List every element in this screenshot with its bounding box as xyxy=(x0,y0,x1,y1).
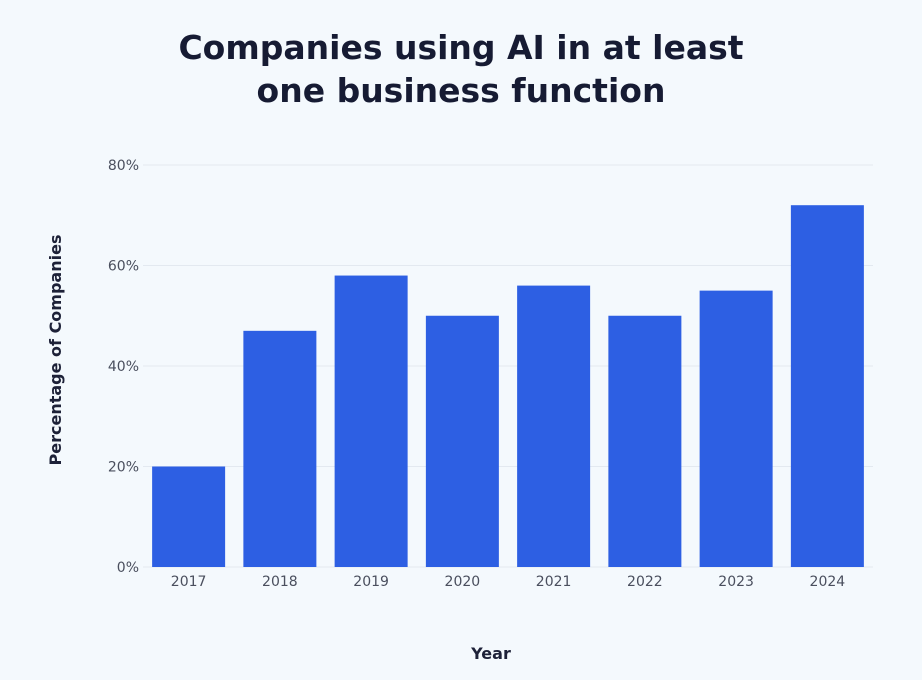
bar-2017 xyxy=(152,466,226,567)
x-tick-label: 2018 xyxy=(262,574,298,590)
x-tick-label: 2021 xyxy=(536,574,572,590)
x-axis-title: Year xyxy=(470,644,511,663)
bar-2021 xyxy=(517,285,591,567)
bars xyxy=(152,205,864,567)
y-tick-label: 20% xyxy=(108,460,139,476)
y-axis-ticks: 0% 20% 40% 60% 80% xyxy=(108,158,139,576)
bar-2020 xyxy=(425,315,499,567)
x-tick-label: 2017 xyxy=(171,574,207,590)
x-tick-label: 2024 xyxy=(810,574,846,590)
y-tick-label: 40% xyxy=(108,359,139,375)
y-tick-label: 80% xyxy=(108,158,139,174)
chart-title-line-2: one business function xyxy=(256,71,666,110)
chart-title-line-1: Companies using AI in at least xyxy=(178,28,744,67)
bar-2019 xyxy=(334,275,408,567)
x-tick-label: 2022 xyxy=(627,574,663,590)
bar-2022 xyxy=(608,315,682,567)
x-tick-label: 2020 xyxy=(445,574,481,590)
x-tick-label: 2023 xyxy=(718,574,754,590)
y-tick-label: 60% xyxy=(108,259,139,275)
bar-2023 xyxy=(699,290,773,567)
x-axis-ticks: 2017 2018 2019 2020 2021 2022 2023 2024 xyxy=(171,574,845,590)
bar-2018 xyxy=(243,330,317,567)
bar-2024 xyxy=(790,205,864,567)
y-axis-title: Percentage of Companies xyxy=(46,235,65,466)
x-tick-label: 2019 xyxy=(353,574,389,590)
y-tick-label: 0% xyxy=(117,560,139,576)
chart-title: Companies using AI in at least one busin… xyxy=(0,26,922,112)
